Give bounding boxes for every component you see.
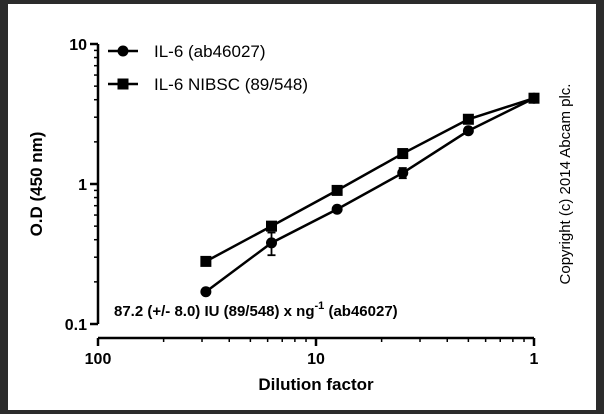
annotation-prefix: 87.2 (+/- 8.0) IU (89/548) x ng	[114, 303, 315, 320]
x-tick-label-1: 10	[307, 351, 325, 368]
chart: 100 10 1 0.1 1 10 IL-6 (ab46027) IL-6 NIBSC (8…	[27, 37, 574, 394]
y-tick-label-2: 10	[69, 37, 87, 54]
data-point	[331, 203, 343, 215]
series-line-0	[205, 97, 535, 293]
copyright-text: Copyright (c) 2014 Abcam plc.	[557, 84, 574, 285]
legend-marker-0	[117, 45, 129, 57]
x-tick-label-0: 100	[85, 351, 112, 368]
data-point	[397, 167, 409, 179]
data-point	[266, 220, 278, 232]
data-point	[397, 148, 409, 160]
y-axis-label: O.D (450 nm)	[27, 132, 46, 237]
annotation-suffix: (ab46027)	[324, 303, 397, 320]
legend: IL-6 (ab46027) IL-6 NIBSC (89/548)	[108, 42, 308, 94]
ticks: 100 10 1 0.1 1 10	[65, 37, 539, 368]
x-tick-label-2: 1	[530, 351, 539, 368]
legend-marker-1	[117, 78, 129, 90]
data-point	[528, 92, 540, 104]
data-point	[462, 113, 474, 125]
data-point	[462, 125, 474, 137]
y-tick-label-1: 1	[78, 177, 87, 194]
legend-label-1: IL-6 NIBSC (89/548)	[154, 75, 308, 94]
data-point	[200, 255, 212, 267]
annotation-text: 87.2 (+/- 8.0) IU (89/548) x ng-1 (ab460…	[114, 300, 398, 320]
data-point	[266, 237, 278, 249]
series-layer	[200, 92, 540, 298]
series-1	[200, 92, 540, 267]
series-0	[200, 92, 540, 298]
x-axis-label: Dilution factor	[258, 375, 374, 394]
legend-label-0: IL-6 (ab46027)	[154, 42, 266, 61]
annotation-superscript: -1	[315, 300, 325, 312]
data-point	[200, 286, 212, 298]
data-point	[331, 184, 343, 196]
series-line-1	[205, 97, 535, 263]
chart-frame: 100 10 1 0.1 1 10 IL-6 (ab46027) IL-6 NIBSC (8…	[8, 4, 596, 410]
y-tick-label-0: 0.1	[65, 317, 87, 334]
